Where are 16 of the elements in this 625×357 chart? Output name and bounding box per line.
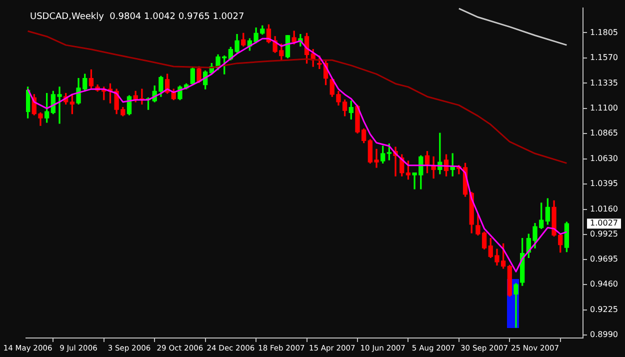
y-tick-label: 1.1335 [590,78,618,88]
y-tick-label: 0.9225 [590,304,618,314]
y-tick-label: 1.0865 [590,128,618,138]
y-tick-label: 0.8990 [590,330,618,340]
y-tick-label: 0.9925 [590,230,618,239]
y-tick-label: 1.1805 [590,28,618,37]
text: 1.0027 [590,218,618,228]
y-tick-label: 1.0395 [590,179,618,188]
text: USDCAD,Weekly 0.9804 1.0042 0.9765 1.0027 [30,12,244,22]
y-tick-label: 1.0630 [590,154,618,163]
y-tick-label: 1.0160 [590,204,618,214]
y-tick-label: 0.9695 [590,254,618,264]
y-tick-label: 1.1570 [590,53,618,62]
y-tick-label: 0.9460 [590,280,618,289]
y-tick-label: 1.1100 [590,103,618,112]
candlestick [514,283,518,328]
